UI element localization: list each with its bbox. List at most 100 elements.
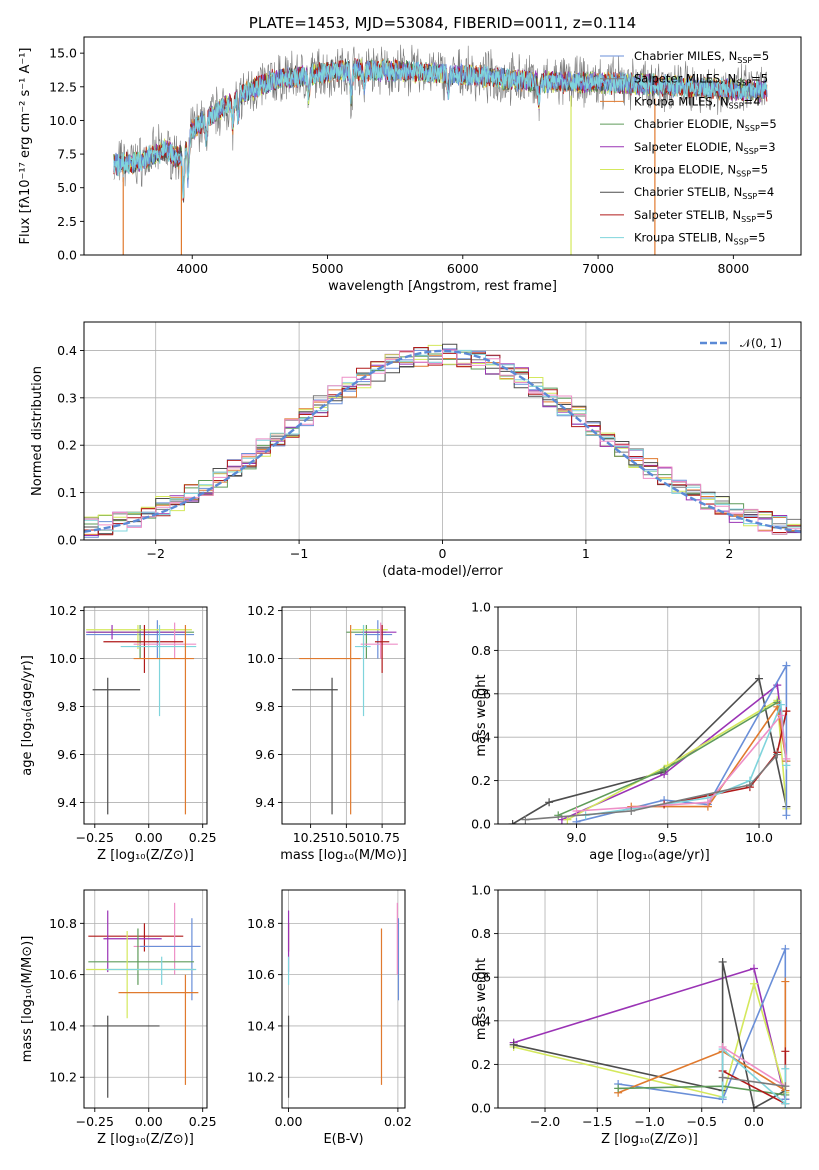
weight-marker <box>781 944 790 953</box>
y-axis-label: mass weight <box>474 958 489 1040</box>
y-tick-label: 1.0 <box>471 883 491 898</box>
x-tick-label: 10.25 <box>293 830 329 845</box>
x-tick-label: −0.5 <box>687 1114 717 1129</box>
axes-frame <box>83 36 802 256</box>
y-axis-label: age [log₁₀(age/yr)] <box>20 655 35 776</box>
y-tick-label: 10.6 <box>49 967 77 982</box>
weight-line-chabrier_elodie <box>557 701 788 817</box>
x-axis-label: E(B-V) <box>323 1132 363 1147</box>
errorbar-point-salpeter_elodie <box>103 910 162 973</box>
y-tick-label: 9.4 <box>255 795 275 810</box>
y-tick-label: 10.8 <box>49 916 77 931</box>
weight-line-chabrier_stelib <box>512 677 788 824</box>
legend-suffix: =5 <box>749 231 766 245</box>
x-tick-label: 5000 <box>312 261 344 276</box>
y-tick-label: 0.0 <box>57 533 77 548</box>
y-tick-label: 0.4 <box>57 343 77 358</box>
axes-weight_vs_Z: −2.0 −1.5 −1.0 −0.5 0.0 0.0 0.2 0.4 0.6 0.8 1.0 Z [… <box>471 883 802 1147</box>
weight-marker <box>509 1040 518 1049</box>
legend-text: Kroupa ELODIE, N <box>634 163 736 177</box>
weight-marker <box>718 1093 727 1102</box>
y-tick-label: 2.5 <box>57 214 77 229</box>
axes-frame <box>83 889 208 1109</box>
plot-area <box>86 620 197 815</box>
spectrum-model-kroupa_stelib <box>113 58 768 199</box>
axes-residuals: −2 −1 0 1 2 0.0 0.1 0.2 0.3 0.4 (data-model)/error… <box>30 321 802 579</box>
weight-marker <box>554 811 563 820</box>
chart-title: PLATE=1453, MJD=53084, FIBERID=0011, z=0… <box>249 14 636 32</box>
weight-marker <box>521 815 530 824</box>
axes-spectrum: 4000 5000 6000 7000 8000 0.0 2.5 5.0 7.5 10.0 12.5… <box>18 14 802 294</box>
errorbar-point-kroupa_stelib <box>354 624 371 717</box>
legend-suffix: =5 <box>756 208 773 222</box>
y-tick-label: 10.8 <box>247 916 275 931</box>
errorbar-point-chabrier_stelib <box>92 677 141 815</box>
weight-line-salpeter_miles <box>525 754 778 821</box>
axes-age_vs_Z: −0.25 0.00 0.25 9.4 9.6 9.8 10.0 10.2 Z [log₁₀(Z… <box>20 603 217 863</box>
x-tick-label: 0.00 <box>135 1114 163 1129</box>
x-axis-label: Z [log₁₀(Z/Z⊙)] <box>601 1132 698 1147</box>
errorbar-point-chabrier_stelib <box>292 677 338 815</box>
errorbar-point-pink <box>133 622 197 659</box>
weight-marker <box>781 1099 790 1108</box>
errorbar-point-chabrier_miles <box>354 620 393 659</box>
legend-text: Kroupa MILES, N <box>634 94 729 108</box>
y-tick-label: 9.8 <box>255 699 275 714</box>
y-tick-label: 0.8 <box>471 926 491 941</box>
y-tick-label: 0.4 <box>471 1013 491 1028</box>
weight-marker <box>718 957 727 966</box>
x-tick-label: 10.0 <box>745 830 773 845</box>
axes-frame <box>83 606 208 825</box>
y-tick-label: 10.2 <box>247 1070 275 1085</box>
y-tick-label: 0.3 <box>57 390 77 405</box>
y-axis-label: mass [log₁₀(M/M⊙)] <box>20 936 35 1063</box>
y-tick-label: 5.0 <box>57 180 77 195</box>
legend: Chabrier MILES, N SSP =5 Salpeter MILES, NS… <box>600 49 777 247</box>
y-axis-label: Flux [fλ10⁻¹⁷ erg cm⁻² s⁻¹ A⁻¹] <box>18 48 33 245</box>
weight-marker <box>776 700 785 709</box>
legend-suffix: =3 <box>759 140 776 154</box>
y-tick-label: 0.2 <box>57 438 77 453</box>
x-axis-label: Z [log₁₀(Z/Z⊙)] <box>97 1132 194 1147</box>
weight-marker <box>660 765 669 774</box>
weight-marker <box>627 806 636 815</box>
legend-label-salpeter_elodie: Salpeter ELODIE, NSSP=3 <box>634 140 776 156</box>
x-tick-label: 9.5 <box>658 830 678 845</box>
spectrum-data-line <box>113 44 768 192</box>
x-tick-label: −0.25 <box>76 830 114 845</box>
legend-text: Chabrier MILES, N <box>634 49 737 63</box>
y-tick-label: 1.0 <box>471 600 491 615</box>
x-tick-label: 0.00 <box>135 830 163 845</box>
weight-marker <box>572 817 581 824</box>
weight-line-kroupa_elodie <box>513 980 787 1099</box>
errorbar-point-kroupa_miles <box>133 624 195 815</box>
y-tick-label: 0.0 <box>57 248 77 263</box>
x-tick-label: −2 <box>146 546 164 561</box>
axes-frame <box>497 889 802 1109</box>
plot-area <box>509 944 790 1108</box>
legend-suffix: =5 <box>751 163 768 177</box>
legend-label-salpeter_miles: Salpeter MILES, NSSP=5 <box>634 72 768 88</box>
plot-area <box>287 902 400 1098</box>
legend-sub: SSP <box>742 192 757 201</box>
y-tick-label: 0.2 <box>471 1057 491 1072</box>
plot-area <box>113 44 768 255</box>
weight-line-kroupa_miles <box>631 704 788 808</box>
weight-marker <box>745 780 754 789</box>
errorbar-point-kroupa_stelib <box>120 624 197 717</box>
x-tick-label: 4000 <box>176 261 208 276</box>
y-tick-label: 12.5 <box>49 79 77 94</box>
y-tick-label: 0.4 <box>471 730 491 745</box>
weight-marker <box>545 798 554 807</box>
weight-marker <box>782 811 791 820</box>
x-tick-label: 6000 <box>447 261 479 276</box>
errorbar-point-chabrier_stelib <box>92 1015 160 1098</box>
weight-line-salpeter_miles <box>722 1076 786 1087</box>
y-tick-label: 10.6 <box>247 967 275 982</box>
legend-text: Salpeter STELIB, N <box>634 208 741 222</box>
weight-marker <box>508 820 517 824</box>
normal-curve <box>84 349 801 533</box>
x-tick-label: −1.5 <box>582 1114 612 1129</box>
weight-marker <box>749 964 758 973</box>
